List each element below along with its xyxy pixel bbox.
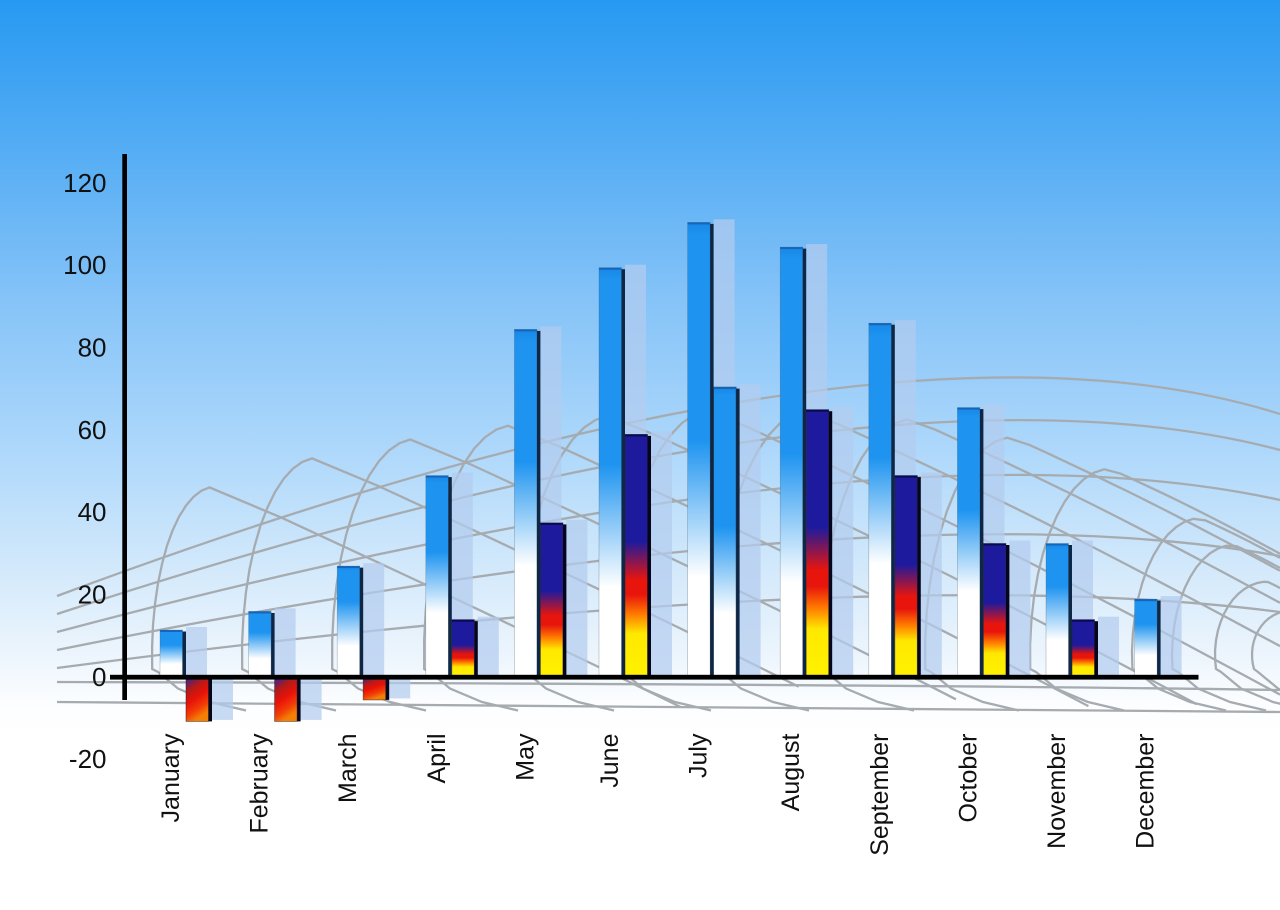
svg-text:May: May xyxy=(511,733,539,781)
svg-text:January: January xyxy=(157,733,185,822)
svg-text:120: 120 xyxy=(63,168,106,198)
svg-text:March: March xyxy=(334,734,362,803)
svg-text:20: 20 xyxy=(78,580,107,610)
svg-text:80: 80 xyxy=(78,332,107,362)
svg-text:60: 60 xyxy=(78,415,107,445)
svg-text:August: August xyxy=(777,733,805,811)
svg-text:0: 0 xyxy=(92,662,106,692)
svg-text:July: July xyxy=(685,733,713,778)
svg-text:October: October xyxy=(954,734,982,823)
svg-text:June: June xyxy=(596,734,624,788)
svg-text:February: February xyxy=(246,733,274,834)
svg-text:-20: -20 xyxy=(69,744,107,774)
svg-text:September: September xyxy=(866,734,894,856)
svg-text:November: November xyxy=(1043,734,1071,849)
svg-text:April: April xyxy=(423,734,451,784)
svg-text:100: 100 xyxy=(63,250,106,280)
svg-text:December: December xyxy=(1132,734,1160,849)
svg-text:40: 40 xyxy=(78,497,107,527)
